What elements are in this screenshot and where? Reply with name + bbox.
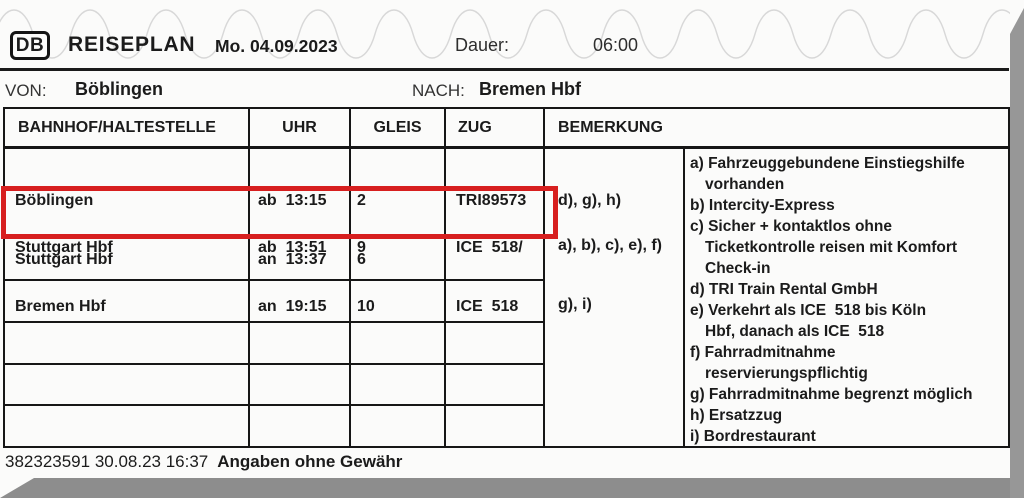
remark-code-line: d), g), h) — [558, 192, 622, 209]
legend-line: c) Sicher + kontaktlos ohne — [690, 218, 892, 235]
legend-line: i) Bordrestaurant — [690, 428, 816, 445]
legend-line: vorhanden — [705, 176, 785, 193]
col-header-uhr: UHR — [250, 109, 351, 149]
arrival-time: an 13:37 — [258, 250, 327, 268]
legend-line: Ticketkontrolle reisen mit Komfort — [705, 239, 958, 256]
train-number: ICE 518/ — [456, 239, 523, 256]
empty-cell — [446, 323, 545, 365]
empty-cell — [250, 323, 351, 365]
legend-line: f) Fahrradmitnahme — [690, 344, 836, 361]
legend-line: h) Ersatzzug — [690, 407, 783, 424]
document-title: REISEPLAN — [68, 33, 196, 56]
legend-line: b) Intercity-Express — [690, 197, 835, 214]
remark-code-line: g), i) — [558, 295, 592, 313]
remark-codes: a), b), c), e), f) g), i) — [558, 197, 662, 353]
arrival-time: an 19:15 — [258, 297, 327, 315]
table-row-times: ab 13:15 an 13:37 — [250, 149, 351, 268]
table-row-stations: Böblingen Stuttgart Hbf — [5, 149, 250, 268]
db-logo: DB — [10, 31, 50, 60]
table-row-trains: TRI89573 — [446, 149, 545, 209]
empty-cell — [351, 323, 446, 365]
col-header-gleis: GLEIS — [351, 109, 446, 149]
footer-reference: 382323591 30.08.23 16:37 — [5, 452, 209, 471]
legend-line: d) TRI Train Rental GmbH — [690, 281, 878, 298]
legend-line: a) Fahrzeuggebundene Einstiegshilfe — [690, 155, 965, 172]
header-divider — [0, 68, 1009, 71]
empty-cell — [250, 281, 351, 323]
highlight-box — [1, 186, 558, 239]
empty-cell — [446, 281, 545, 323]
empty-cell — [250, 406, 351, 446]
duration-value: 06:00 — [593, 35, 639, 55]
legend-line: e) Verkehrt als ICE 518 bis Köln — [690, 302, 927, 319]
legend-line: Check-in — [705, 260, 771, 277]
from-station: Böblingen — [75, 79, 163, 99]
legend-line: Hbf, danach als ICE 518 — [705, 323, 885, 340]
remark-codes-column: d), g), h) a), b), c), e), f) g), i) — [545, 149, 685, 446]
col-header-zug: ZUG — [446, 109, 545, 149]
footer-disclaimer: Angaben ohne Gewähr — [217, 452, 403, 471]
empty-cell — [5, 281, 250, 323]
to-station: Bremen Hbf — [479, 79, 582, 99]
station-name: Stuttgart Hbf — [15, 250, 113, 268]
legend-column: a) Fahrzeuggebundene Einstiegshilfe vorh… — [685, 149, 1008, 446]
station-name: Böblingen — [15, 192, 94, 209]
empty-cell — [5, 323, 250, 365]
empty-cell — [351, 281, 446, 323]
footer-line: 382323591 30.08.23 16:37 Angaben ohne Gew… — [5, 452, 402, 472]
remark-code-line: a), b), c), e), f) — [558, 237, 662, 254]
station-name: Stuttgart Hbf — [15, 239, 113, 256]
empty-cell — [446, 365, 545, 406]
remark-codes: d), g), h) — [558, 152, 621, 250]
scan-shadow-bottom — [0, 478, 1024, 498]
empty-cell — [446, 406, 545, 446]
from-label: VON: — [5, 81, 47, 100]
train-number: ICE 518 — [456, 297, 519, 315]
train-number: TRI89573 — [456, 192, 527, 209]
departure-time: ab 13:51 — [258, 239, 327, 256]
legend-line: reservierungspflichtig — [705, 365, 868, 382]
station-name: Bremen Hbf — [15, 297, 106, 315]
legend-line: g) Fahrradmitnahme begrenzt möglich — [690, 386, 973, 403]
empty-cell — [250, 365, 351, 406]
platform-number: 10 — [357, 297, 375, 315]
itinerary-table: BAHNHOF/HALTESTELLE UHR GLEIS ZUG BEMERK… — [3, 107, 1010, 448]
empty-cell — [5, 239, 250, 281]
col-header-bemerkung: BEMERKUNG — [545, 109, 1008, 149]
scan-shadow-right — [1010, 8, 1024, 498]
empty-cell — [351, 365, 446, 406]
travel-date: Mo. 04.09.2023 — [215, 36, 338, 56]
platform-number: 9 — [357, 239, 366, 256]
platform-number: 2 — [357, 192, 366, 209]
empty-cell — [5, 406, 250, 446]
empty-cell — [351, 239, 446, 281]
duration-label: Dauer: — [455, 35, 510, 55]
table-row-platforms: 2 6 — [351, 149, 446, 268]
wave-pattern — [0, 9, 1010, 59]
platform-number: 6 — [357, 250, 366, 268]
to-label: NACH: — [412, 81, 465, 100]
empty-cell — [5, 365, 250, 406]
empty-cell — [351, 406, 446, 446]
col-header-bahnhof: BAHNHOF/HALTESTELLE — [5, 109, 250, 149]
empty-cell — [250, 239, 351, 281]
empty-cell — [446, 239, 545, 281]
departure-time: ab 13:15 — [258, 192, 327, 209]
